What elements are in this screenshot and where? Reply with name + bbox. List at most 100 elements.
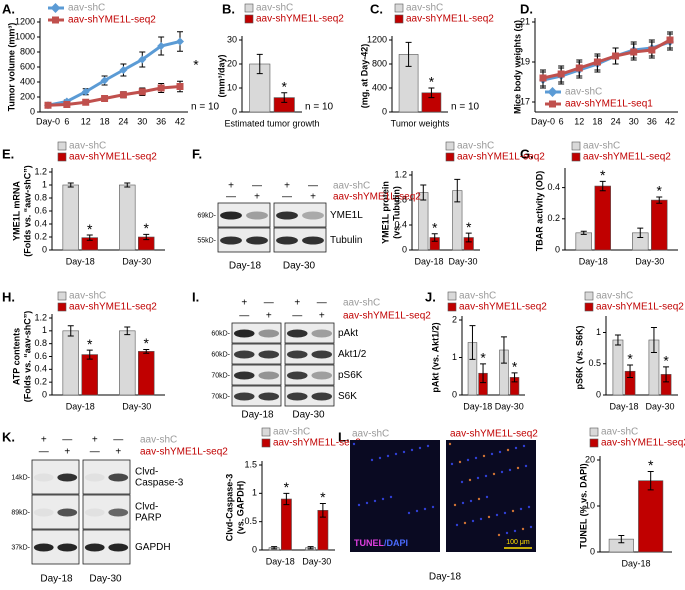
nucleus-dot xyxy=(497,533,501,537)
blot-band xyxy=(108,473,129,482)
x-tick-label: Day-18 xyxy=(66,401,95,411)
y-axis-label: Clvd-Caspase-3 xyxy=(224,474,234,542)
nucleus-dot xyxy=(352,442,356,446)
y-tick-label: 0.2 xyxy=(34,231,47,241)
panel-label: K. xyxy=(2,429,15,444)
error-bar xyxy=(663,366,670,383)
blot-band xyxy=(220,211,242,220)
y-tick-label: 1.2 xyxy=(34,166,47,176)
y-axis-label: (mm³/day) xyxy=(216,54,226,97)
x-tick-label: 18 xyxy=(592,116,602,126)
bar xyxy=(119,184,136,251)
legend-marker xyxy=(571,141,581,151)
blot-panel xyxy=(231,322,282,344)
bar xyxy=(138,351,155,396)
legend-marker xyxy=(394,3,404,13)
legend-label: aav-shYME1L-seq2 xyxy=(596,302,684,313)
error-bar xyxy=(480,363,487,384)
nucleus-dot xyxy=(386,454,390,458)
y-axis-label: ATP contents xyxy=(11,328,21,385)
nucleus-dot xyxy=(522,444,526,448)
error-bar xyxy=(143,348,150,354)
protein-label: pS6K xyxy=(338,370,363,381)
bar xyxy=(594,185,611,251)
nucleus-dot xyxy=(471,519,475,523)
condition-sign: — xyxy=(292,311,302,322)
x-tick-label: Day-30 xyxy=(635,256,664,266)
legend-marker xyxy=(447,302,457,312)
blot-band xyxy=(84,543,105,552)
nucleus-dot xyxy=(458,460,462,464)
nucleus-dot xyxy=(453,503,457,507)
condition-sign: — xyxy=(252,181,262,192)
legend-marker xyxy=(261,438,271,448)
y-tick-label: 0 xyxy=(590,546,595,556)
scale-label: 100 μm xyxy=(506,539,530,546)
significance-star: * xyxy=(144,335,150,351)
legend-label: aav-shYME1L-seq2 xyxy=(457,152,545,163)
x-tick-label: 24 xyxy=(611,116,621,126)
panel-label: G. xyxy=(520,146,534,161)
condition-sign: + xyxy=(92,435,98,446)
blot-band xyxy=(258,392,280,401)
blot-band xyxy=(233,392,255,401)
point xyxy=(44,101,52,109)
day-label: Day-18 xyxy=(241,410,274,421)
x-tick-label: Day-0 xyxy=(531,116,555,126)
panel-label: L. xyxy=(338,429,350,444)
stain-label: TUNEL/DAPI xyxy=(354,538,408,548)
nucleus-dot xyxy=(476,476,480,480)
legend-label: aav-shYME1L-seq2 xyxy=(459,302,547,313)
nucleus-dot xyxy=(450,462,454,466)
mw-marker: 14kD- xyxy=(11,474,30,481)
mw-marker: 89kD- xyxy=(11,509,30,516)
condition-sign: + xyxy=(241,298,247,309)
y-tick-label: 1 xyxy=(42,179,47,189)
blot-band xyxy=(233,350,255,359)
condition-sign: — xyxy=(317,298,327,309)
y-tick-label: 0 xyxy=(402,244,407,254)
error-bar xyxy=(511,372,518,383)
panel-label: J. xyxy=(425,289,436,304)
legend-label: aav-shYME1L-seq2 xyxy=(406,14,494,25)
nucleus-dot xyxy=(461,501,465,505)
error-bar xyxy=(319,503,326,518)
x-tick-label: 12 xyxy=(81,116,91,126)
point xyxy=(176,83,184,90)
micrograph xyxy=(350,440,440,552)
nucleus-dot xyxy=(482,454,486,458)
nucleus-dot xyxy=(506,448,510,452)
error-bar xyxy=(143,233,150,241)
nucleus-dot xyxy=(460,480,464,484)
legend-marker xyxy=(50,3,61,13)
legend-marker xyxy=(445,152,455,162)
legend-label: aav-shC xyxy=(256,3,293,14)
day-label: Day-30 xyxy=(292,410,325,421)
bar xyxy=(638,480,664,553)
y-tick-label: 0 xyxy=(30,106,35,116)
error-bar xyxy=(618,534,625,544)
x-tick-label: 30 xyxy=(629,116,639,126)
blot-band xyxy=(286,371,308,380)
blot-panel xyxy=(284,322,335,344)
nucleus-dot xyxy=(521,527,525,531)
error-bar xyxy=(283,492,290,506)
significance-star: * xyxy=(627,351,633,367)
x-tick-label: Day-18 xyxy=(463,401,492,411)
protein-label: YME1L xyxy=(330,210,363,221)
y-tick-label: 0.8 xyxy=(394,194,407,204)
legend-marker xyxy=(445,141,455,151)
blot-band xyxy=(286,329,308,338)
y-tick-label: 0.5 xyxy=(244,516,257,526)
panel-label: E. xyxy=(2,146,14,161)
nucleus-dot xyxy=(373,499,377,503)
protein-label: Clvd- xyxy=(135,502,158,513)
point xyxy=(100,76,109,85)
nucleus-dot xyxy=(484,474,488,478)
legend-marker xyxy=(57,302,67,312)
y-tick-label: 1 xyxy=(252,488,257,498)
condition-sign: + xyxy=(266,311,272,322)
significance-star: * xyxy=(429,74,435,90)
error-bar xyxy=(627,364,634,378)
blot-band xyxy=(108,543,129,552)
